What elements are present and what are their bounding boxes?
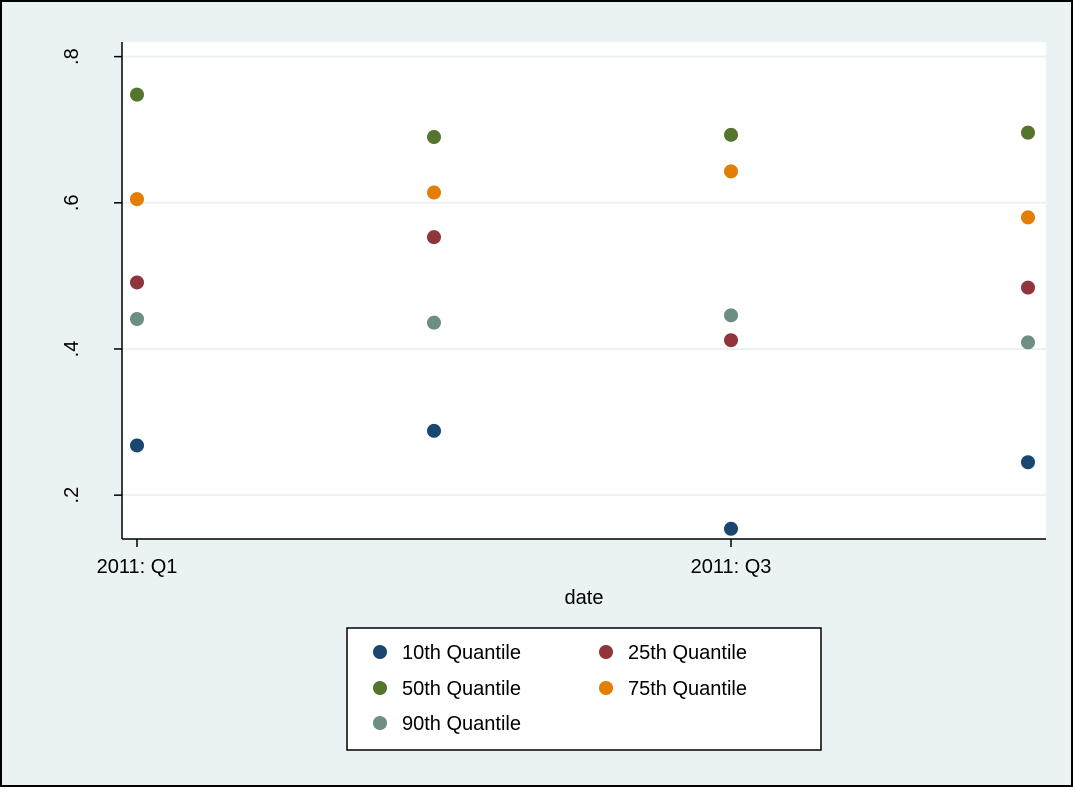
data-point <box>130 312 144 327</box>
y-tick-label: .8 <box>61 48 83 65</box>
y-tick-label: .6 <box>61 194 83 211</box>
data-point <box>724 333 738 348</box>
data-point <box>724 521 738 536</box>
y-axis: .2 .4 .6 .8 <box>61 42 123 539</box>
data-point <box>1021 280 1035 295</box>
data-point <box>130 192 144 207</box>
data-point <box>724 127 738 142</box>
legend-marker <box>373 716 387 730</box>
x-axis: 2011: Q1 2011: Q3 <box>97 538 1046 578</box>
legend-items: 10th Quantile 25th Quantile 50th Quantile 7… <box>373 642 747 735</box>
legend-box <box>346 627 822 751</box>
data-point <box>724 308 738 323</box>
legend-marker <box>373 681 387 695</box>
data-point <box>1021 335 1035 350</box>
legend-label: 90th Quantile <box>402 713 521 735</box>
data-point <box>130 87 144 102</box>
x-tick-label: 2011: Q3 <box>691 556 772 578</box>
data-points <box>130 87 1035 536</box>
data-point <box>427 185 441 200</box>
data-point <box>427 423 441 438</box>
data-point <box>427 315 441 330</box>
plot-area <box>122 42 1046 539</box>
legend-marker <box>599 645 613 659</box>
data-point <box>724 164 738 179</box>
legend-label: 25th Quantile <box>628 642 747 664</box>
y-tick-label: .2 <box>61 487 83 504</box>
legend-label: 75th Quantile <box>628 678 747 700</box>
data-point <box>130 275 144 290</box>
x-axis-title: date <box>565 587 604 609</box>
legend-label: 50th Quantile <box>402 678 521 700</box>
data-point <box>1021 125 1035 140</box>
data-point <box>427 230 441 245</box>
data-point <box>1021 210 1035 225</box>
legend-marker <box>599 681 613 695</box>
legend: 10th Quantile 25th Quantile 50th Quantile 7… <box>346 627 822 751</box>
gridlines <box>122 55 1046 497</box>
legend-marker <box>373 645 387 659</box>
y-tick-label: .4 <box>61 341 83 358</box>
data-point <box>1021 455 1035 470</box>
data-point <box>427 130 441 145</box>
data-point <box>130 438 144 453</box>
x-tick-label: 2011: Q1 <box>97 556 178 578</box>
legend-label: 10th Quantile <box>402 642 521 664</box>
